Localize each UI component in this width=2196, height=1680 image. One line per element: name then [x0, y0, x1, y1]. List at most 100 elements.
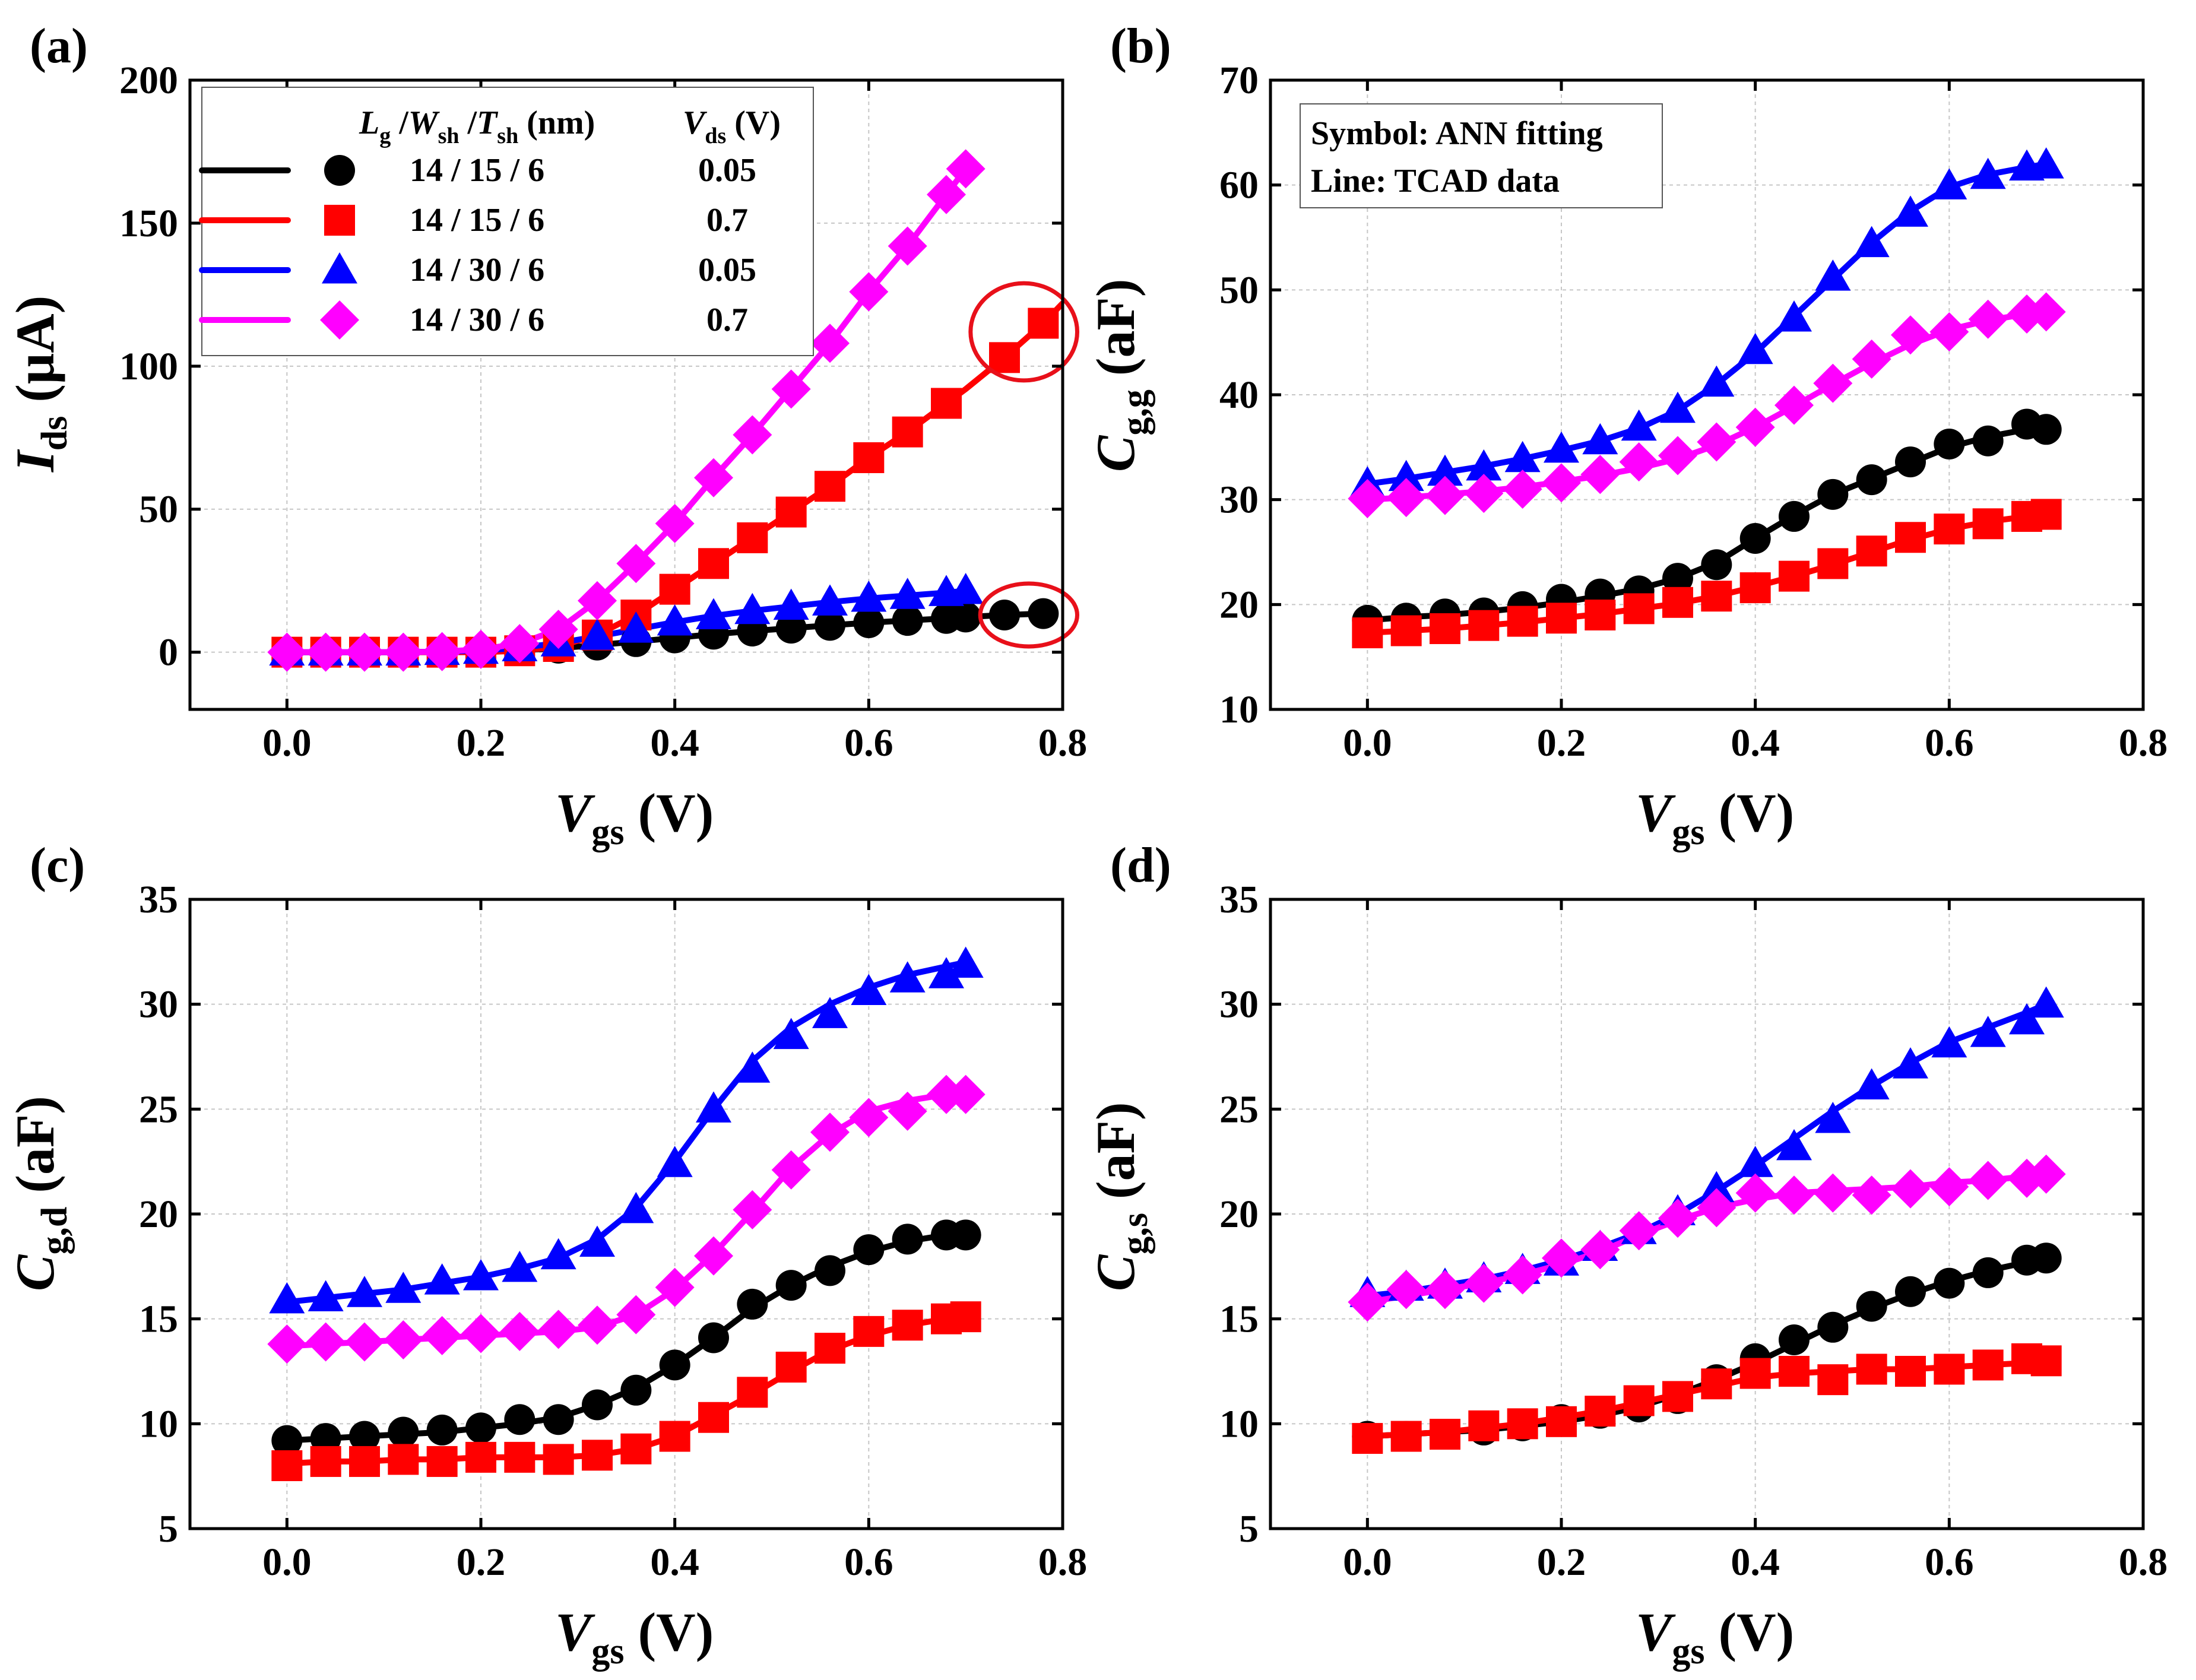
y-axis-unit: (aF): [1085, 1102, 1146, 1213]
y-axis-symbol: C: [5, 1254, 65, 1291]
data-point: [1660, 391, 1696, 423]
data-point: [1701, 549, 1732, 581]
data-point: [853, 1316, 885, 1347]
data-point: [931, 388, 962, 419]
data-point: [465, 1412, 496, 1444]
data-point: [1893, 195, 1928, 227]
data-point: [1929, 312, 1969, 351]
data-point: [812, 997, 848, 1028]
data-point: [1348, 478, 1387, 518]
y-axis-unit: (aF): [5, 1096, 65, 1206]
y-tick-label: 30: [1219, 983, 1259, 1026]
data-point: [2028, 986, 2064, 1018]
data-point: [1468, 610, 1500, 641]
data-point: [1968, 1161, 2008, 1200]
y-axis-symbol: I: [5, 449, 65, 473]
data-point: [1895, 1276, 1926, 1307]
data-point: [1468, 1410, 1500, 1441]
data-point: [1352, 1423, 1383, 1454]
data-point: [1427, 454, 1463, 486]
y-axis-subscript: g,d: [34, 1207, 75, 1255]
data-point: [620, 1433, 652, 1465]
data-point: [889, 961, 926, 993]
legend-header-part: T: [477, 104, 499, 141]
x-tick-label: 0.6: [844, 721, 893, 765]
data-point: [426, 1414, 458, 1446]
data-point: [1853, 226, 1890, 258]
data-point: [1856, 1353, 1887, 1385]
data-point: [269, 1282, 305, 1314]
data-point: [657, 604, 693, 636]
y-tick-label: 10: [1219, 688, 1259, 731]
data-point: [1582, 423, 1618, 455]
data-point: [1817, 548, 1849, 579]
x-axis-title: Vgs (V): [1636, 1602, 1794, 1672]
y-tick-label: 5: [1239, 1507, 1259, 1551]
legend-header-part: sh: [438, 123, 460, 148]
y-tick-label: 35: [139, 878, 178, 921]
y-tick-label: 150: [119, 202, 178, 245]
data-point: [1737, 332, 1773, 364]
data-point: [927, 175, 966, 214]
data-point: [1852, 339, 1891, 379]
note-line: Line: TCAD data: [1311, 163, 1560, 199]
data-point: [815, 1255, 845, 1286]
x-axis-subscript: gs: [591, 812, 624, 852]
legend-header-part: /: [460, 104, 478, 141]
data-point: [2026, 292, 2066, 332]
data-point: [347, 1276, 382, 1307]
data-point: [426, 1446, 458, 1477]
data-point: [1813, 1173, 1853, 1213]
x-tick-label: 0.2: [1537, 1540, 1586, 1584]
legend-header-part: W: [408, 104, 441, 141]
data-point: [655, 1267, 695, 1307]
data-point: [853, 607, 885, 639]
data-point: [892, 1310, 923, 1341]
data-point: [1386, 1270, 1426, 1310]
data-point: [1893, 1047, 1928, 1079]
data-point: [1856, 535, 1887, 567]
data-point: [1815, 259, 1851, 291]
data-point: [540, 1238, 576, 1270]
x-tick-label: 0.6: [1925, 721, 1974, 765]
data-point: [1507, 606, 1538, 637]
data-point: [543, 1404, 574, 1435]
data-point: [775, 1270, 807, 1301]
y-tick-label: 20: [1219, 1193, 1259, 1236]
data-point: [345, 632, 384, 672]
data-point: [853, 442, 885, 473]
legend-vds: 0.7: [706, 202, 748, 239]
data-point: [1779, 560, 1810, 592]
legend-geometry: 14 / 15 / 6: [410, 152, 544, 189]
y-tick-label: 25: [139, 1088, 178, 1131]
x-axis-unit: (V): [1705, 1602, 1795, 1662]
legend-vds: 0.7: [706, 302, 748, 338]
legend-geometry: 14 / 30 / 6: [410, 302, 544, 338]
data-point: [1585, 1396, 1616, 1427]
data-point: [1891, 315, 1930, 355]
data-point: [1970, 1016, 2006, 1047]
data-point: [853, 1234, 885, 1266]
data-point: [1662, 1381, 1693, 1412]
x-tick-label: 0.8: [2119, 721, 2168, 765]
y-axis-title: Cg,s (aF): [1085, 1102, 1155, 1292]
y-tick-label: 10: [1219, 1402, 1259, 1446]
data-point: [388, 1416, 419, 1448]
data-point: [889, 578, 926, 609]
legend-marker: [324, 155, 355, 186]
data-point: [1580, 455, 1620, 495]
data-point: [851, 581, 887, 612]
data-point: [1895, 522, 1926, 553]
data-point: [543, 1444, 574, 1475]
y-axis-title: Ids (μA): [5, 296, 75, 473]
data-point: [1774, 1175, 1814, 1215]
data-point: [1895, 446, 1926, 478]
legend-box: [201, 87, 814, 356]
y-axis-unit: (μA): [5, 296, 65, 416]
chart-panel-c: 0.0 0.2 0.4 0.6 0.8 5 10 15 20 25 30 35 (c) Vgs (V) Cg…: [5, 838, 1087, 1672]
data-point: [579, 619, 615, 650]
x-tick-label: 0.4: [650, 1540, 699, 1584]
x-tick-label: 0.4: [1731, 721, 1780, 765]
data-point: [2030, 499, 2062, 530]
